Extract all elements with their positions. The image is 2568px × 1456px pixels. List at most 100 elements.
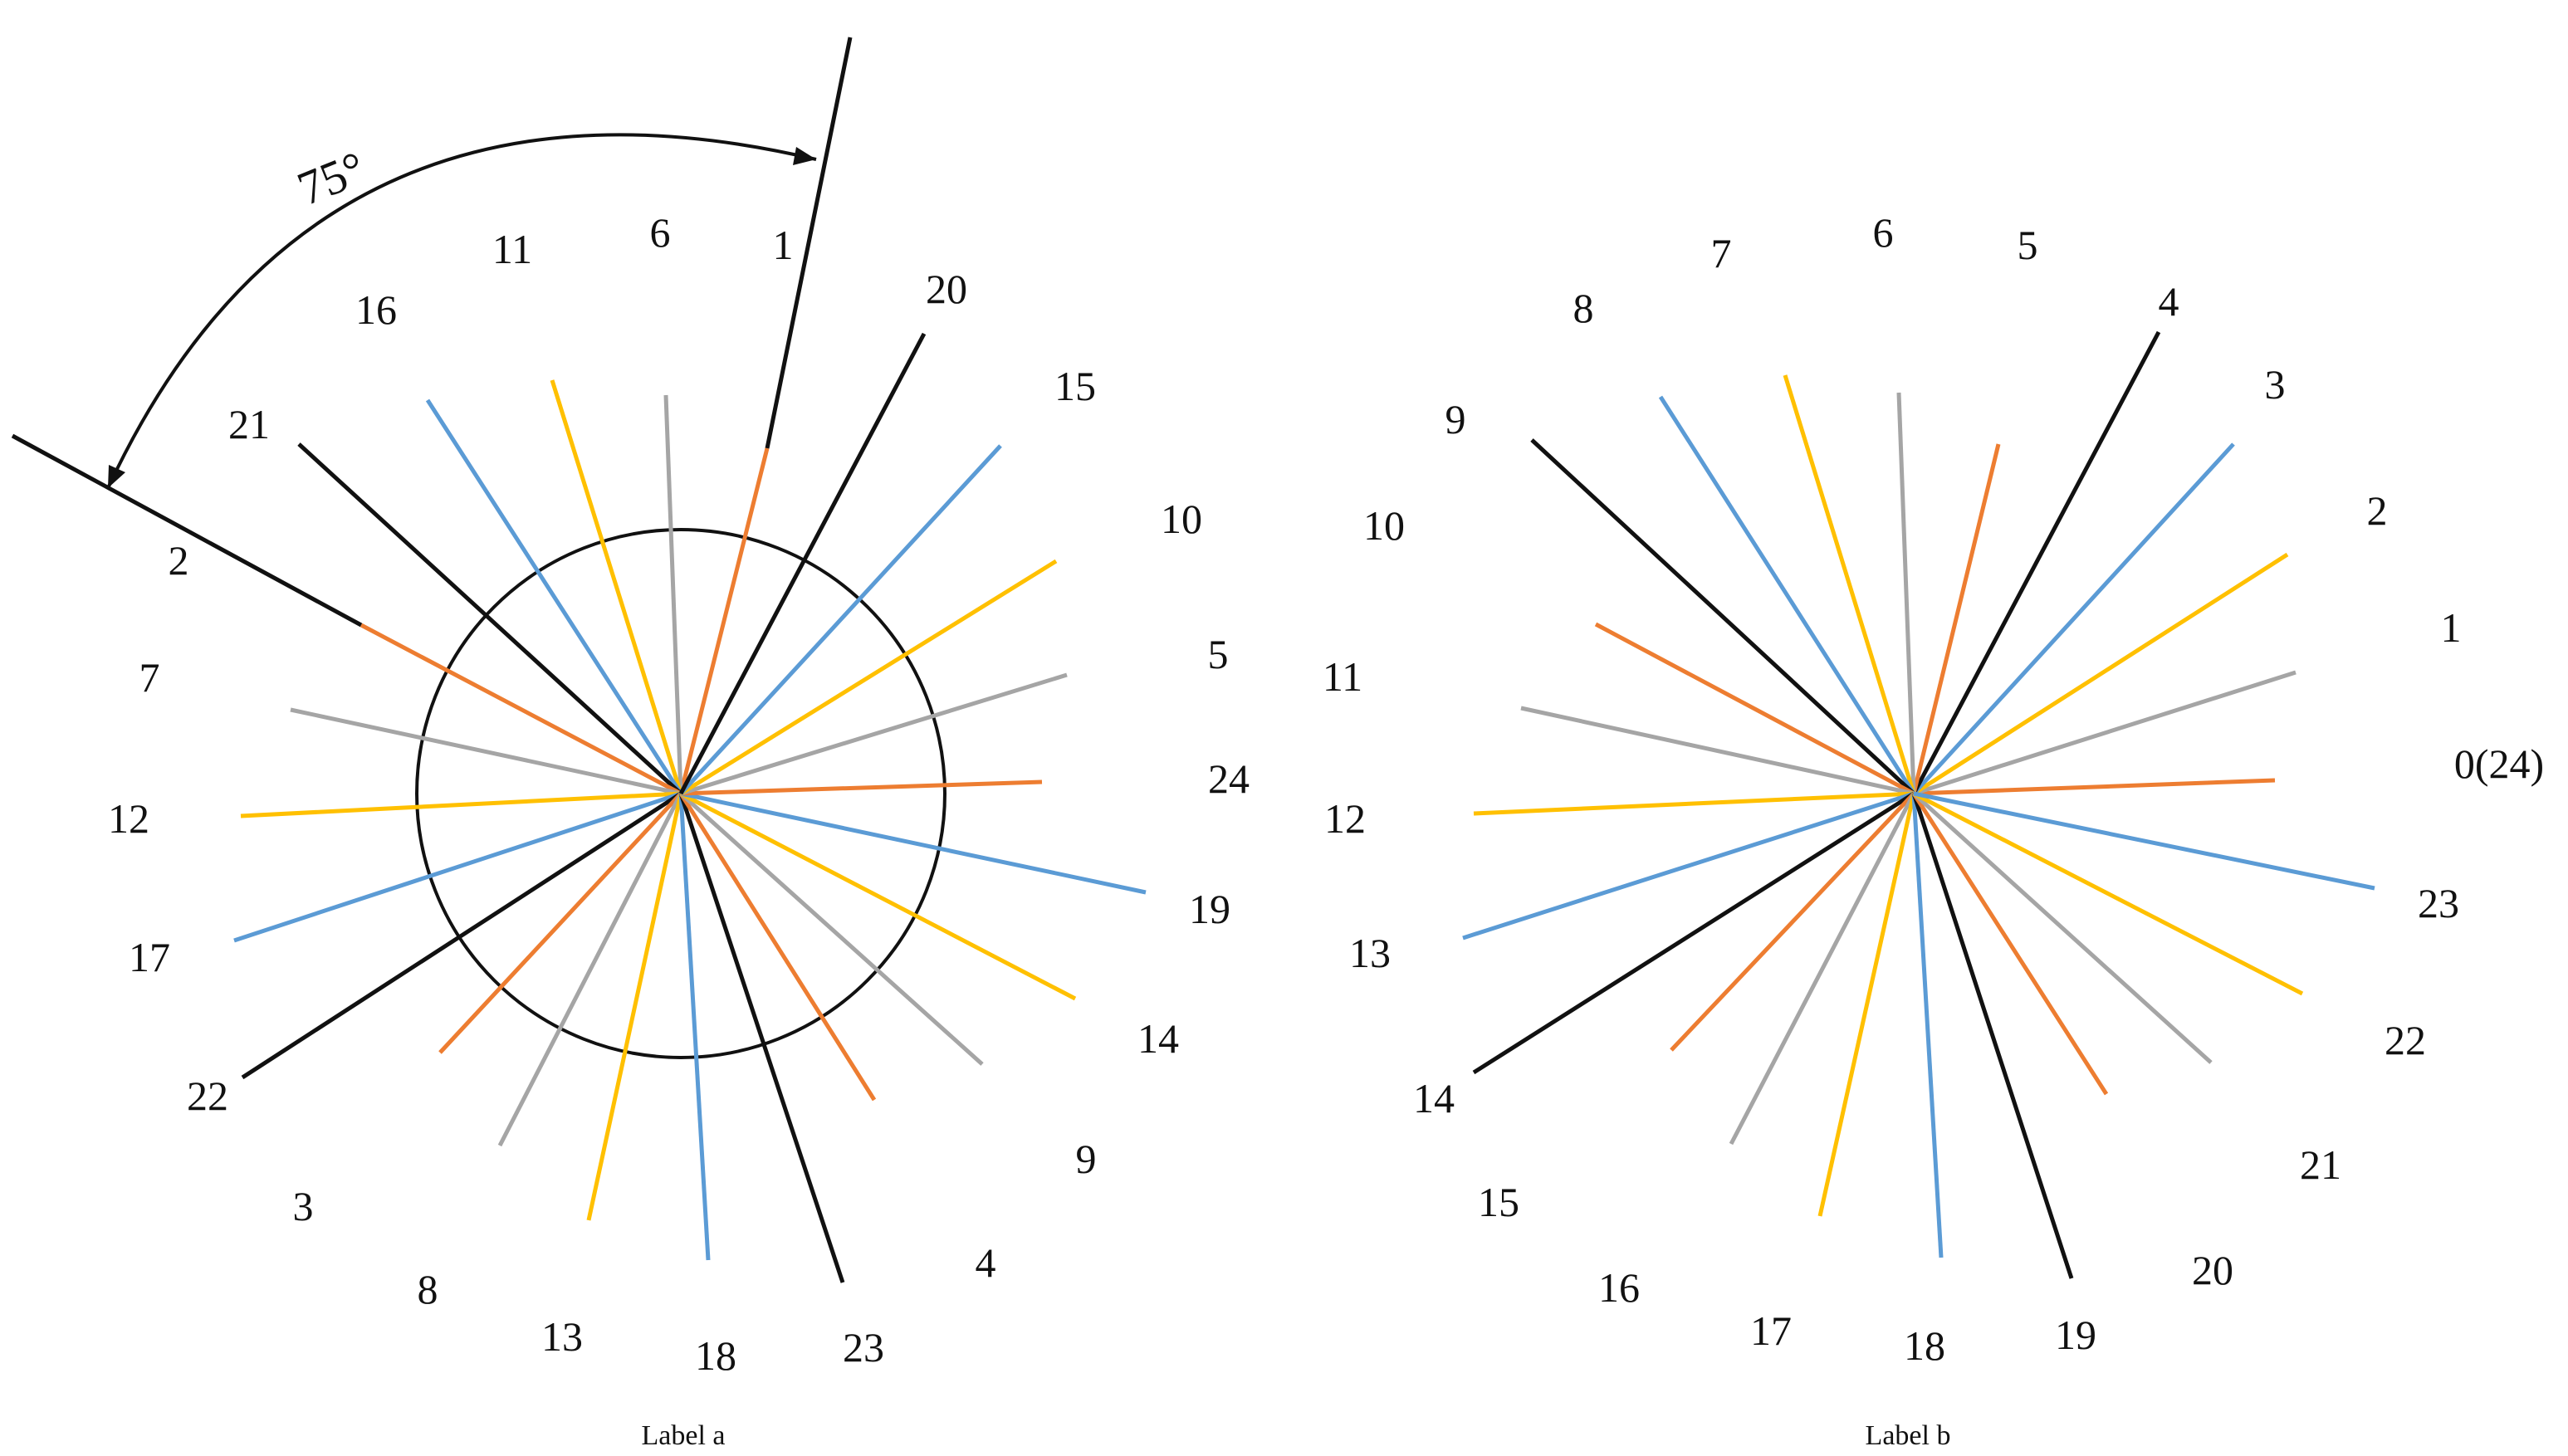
spoke-a-2-extension [11,433,363,628]
label-a-5: 5 [1208,631,1229,677]
spoke-b-15 [1670,792,1915,1052]
label-a-4: 4 [976,1239,996,1286]
spoke-a-19 [680,791,1147,895]
arc-arrowhead-end [793,147,816,165]
label-b-9: 9 [1445,396,1466,442]
spoke-b-6 [1896,392,1916,794]
spoke-b-19 [1911,793,2074,1279]
spoke-a-1 [678,447,770,794]
spoke-a-5 [680,672,1068,796]
spoke-b-3 [1912,442,2235,795]
label-a-21: 21 [228,401,270,447]
label-b-12: 12 [1324,795,1366,842]
spoke-b-10 [1594,622,1915,796]
label-a-22: 22 [187,1072,228,1119]
spoke-b-22 [1912,791,2304,996]
label-b-21: 21 [2300,1141,2341,1188]
label-a-17: 17 [129,934,170,980]
caption-a: Label a [642,1420,726,1451]
spoke-a-12 [240,791,682,818]
spoke-b-12 [1473,791,1915,816]
spoke-a-6 [663,394,683,794]
label-a-20: 20 [926,266,967,312]
spoke-b-8 [1658,395,1916,795]
label-a-19: 19 [1189,886,1230,932]
panel-b: 0(24) 1 2 3 4 5 6 7 8 9 10 11 12 13 14 1… [1323,209,2544,1451]
reference-circle [415,528,946,1059]
spoke-a-21 [297,442,682,795]
spoke-a-20 [678,332,927,795]
label-b-14: 14 [1413,1075,1455,1121]
label-a-16: 16 [355,286,397,333]
label-a-8: 8 [418,1266,438,1312]
spoke-b-9 [1530,438,1915,795]
label-b-7: 7 [1711,230,1732,276]
spoke-a-13 [586,793,683,1221]
spoke-a-23 [678,793,845,1283]
spoke-b-4 [1911,330,2161,795]
spoke-b-7 [1783,374,1916,794]
label-b-5: 5 [2018,222,2038,268]
spoke-a-9 [679,792,984,1066]
spoke-a-17 [233,791,682,943]
label-b-1: 1 [2441,604,2462,651]
label-a-9: 9 [1076,1136,1097,1182]
label-b-10: 10 [1363,502,1405,549]
spoke-b-13 [1462,791,1915,941]
spoke-a-4 [678,792,877,1102]
label-b-22: 22 [2385,1017,2426,1063]
label-b-20: 20 [2192,1247,2233,1293]
angle-arc [106,133,817,489]
label-b-17: 17 [1750,1307,1792,1354]
spoke-b-17 [1817,793,1916,1217]
label-a-3: 3 [293,1183,314,1229]
spoke-b-23 [1913,791,2375,891]
label-b-8: 8 [1573,285,1594,331]
spoke-a-14 [679,791,1077,1001]
spoke-b-14 [1472,791,1915,1075]
spoke-a-15 [679,444,1002,795]
spoke-b-21 [1912,792,2213,1064]
label-a-13: 13 [541,1313,583,1360]
label-a-2: 2 [169,537,189,584]
label-a-12: 12 [108,795,149,842]
label-b-18: 18 [1904,1322,1945,1369]
spoke-a-18 [678,793,711,1261]
label-a-15: 15 [1054,363,1096,409]
label-b-15: 15 [1478,1179,1519,1225]
spoke-a-22 [241,791,682,1080]
spoke-b-11 [1520,706,1915,796]
label-b-6: 6 [1873,209,1894,256]
spoke-a-10 [679,559,1058,796]
spoke-b-16 [1729,792,1916,1146]
arc-arrowhead-start [108,465,125,488]
spoke-b-5 [1911,443,2001,794]
spoke-b-0 [1913,778,2276,796]
spoke-a-11 [550,379,683,794]
label-a-23: 23 [843,1324,884,1370]
label-a-6: 6 [650,209,671,256]
label-b-3: 3 [2265,361,2286,408]
label-b-0: 0(24) [2454,740,2544,787]
spoke-b-20 [1911,792,2109,1096]
label-b-4: 4 [2159,278,2179,325]
spoke-a-16 [425,398,683,795]
label-b-19: 19 [2055,1312,2096,1358]
spoke-a-7 [290,707,682,796]
angle-label: 75° [290,140,373,216]
spoke-a-8 [497,792,683,1147]
label-a-24: 24 [1208,755,1250,802]
spoke-a-24 [680,779,1043,796]
label-a-7: 7 [139,654,160,701]
label-b-13: 13 [1349,930,1391,976]
label-b-23: 23 [2418,880,2459,926]
label-b-16: 16 [1598,1264,1640,1311]
spoke-b-1 [1913,670,2297,796]
spoke-b-18 [1911,793,1944,1258]
spoke-a-1-extension [765,37,853,449]
label-a-18: 18 [695,1332,736,1379]
label-a-11: 11 [492,226,532,272]
spoke-a-3 [438,792,682,1054]
panel-a: 75° 1 2 3 4 5 6 7 8 9 10 11 12 13 14 15 … [11,37,1250,1451]
